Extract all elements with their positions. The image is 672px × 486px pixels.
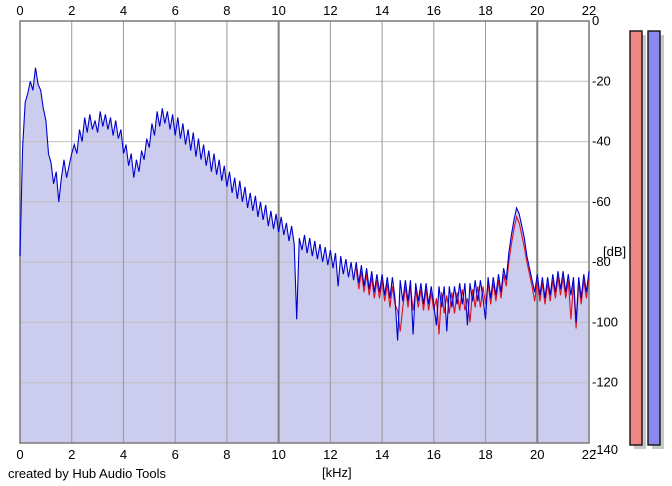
x-tick-bottom: 2 [68,447,75,462]
x-tick-top: 10 [271,3,285,18]
plot-border [19,20,590,444]
x-tick-bottom: 14 [375,447,389,462]
spectrum-trace-layer [19,67,590,341]
x-tick-top: 6 [172,3,179,18]
x-tick-bottom: 20 [530,447,544,462]
x-tick-bottom: 12 [323,447,337,462]
x-tick-top: 2 [68,3,75,18]
spectrum-fill-layer [20,67,589,443]
y-tick: 0 [592,13,599,28]
x-tick-top: 20 [530,3,544,18]
gridline-layer [20,21,589,443]
y-tick: -140 [592,442,618,457]
x-tick-top: 18 [478,3,492,18]
spectrum-area-fill [20,67,589,443]
x-tick-top: 4 [120,3,127,18]
credit-text: created by Hub Audio Tools [8,466,167,481]
x-tick-bottom: 8 [223,447,230,462]
y-tick: -20 [592,73,611,88]
axis-tick-labels: 002244668810101212141416161818202022220-… [16,3,618,462]
x-tick-bottom: 10 [271,447,285,462]
x-tick-top: 14 [375,3,389,18]
y-axis-unit-label: [dB] [603,244,626,259]
x-tick-top: 8 [223,3,230,18]
level-meters [629,30,664,449]
x-tick-top: 22 [582,3,596,18]
level-meter-right [647,30,661,446]
x-tick-bottom: 6 [172,447,179,462]
x-tick-top: 16 [427,3,441,18]
y-tick: -80 [592,254,611,269]
x-tick-bottom: 18 [478,447,492,462]
x-tick-top: 12 [323,3,337,18]
x-tick-top: 0 [16,3,23,18]
y-tick: -60 [592,194,611,209]
x-axis-unit-label: [kHz] [322,465,352,480]
y-tick: -40 [592,134,611,149]
y-tick: -100 [592,314,618,329]
y-tick: -120 [592,375,618,390]
x-tick-bottom: 16 [427,447,441,462]
x-tick-bottom: 0 [16,447,23,462]
trace-spectrum-main-blue [19,67,590,341]
x-tick-bottom: 4 [120,447,127,462]
plot-border-layer [19,20,590,444]
x-tick-bottom: 22 [582,447,596,462]
level-meter-left [629,30,643,446]
